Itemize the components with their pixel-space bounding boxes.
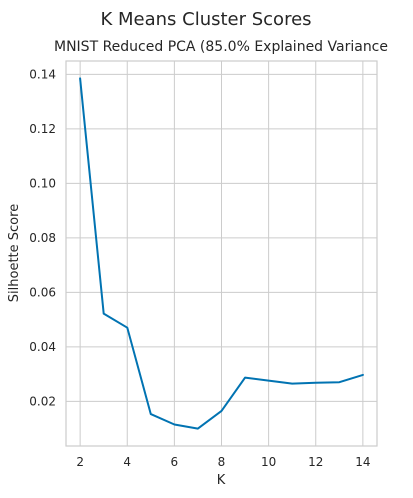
series-line — [79, 77, 364, 430]
x-axis-label: K — [217, 473, 226, 488]
x-tick-label: 6 — [171, 455, 179, 469]
y-axis-label: Silhoette Score — [7, 204, 22, 302]
x-tick-label: 14 — [355, 455, 370, 469]
y-grid — [66, 73, 377, 402]
y-tick-label: 0.06 — [29, 285, 56, 299]
chart-title: MNIST Reduced PCA (85.0% Explained Varia… — [54, 39, 388, 55]
x-tick-label: 12 — [308, 455, 323, 469]
x-tick-labels: 2 4 6 8 10 12 14 — [76, 455, 370, 469]
y-tick-label: 0.12 — [29, 122, 56, 136]
x-tick-label: 2 — [76, 455, 84, 469]
y-tick-label: 0.04 — [29, 340, 56, 354]
y-tick-label: 0.14 — [29, 67, 56, 81]
y-tick-label: 0.10 — [29, 176, 56, 190]
series-group — [79, 77, 364, 430]
x-tick-label: 8 — [218, 455, 226, 469]
plot-frame — [65, 60, 378, 447]
chart-suptitle: K Means Cluster Scores — [100, 9, 311, 30]
x-tick-label: 4 — [123, 455, 131, 469]
y-tick-labels: 0.02 0.04 0.06 0.08 0.10 0.12 0.14 — [29, 67, 56, 408]
x-grid — [79, 61, 364, 446]
y-tick-label: 0.08 — [29, 231, 56, 245]
x-tick-label: 10 — [261, 455, 276, 469]
y-tick-label: 0.02 — [29, 394, 56, 408]
